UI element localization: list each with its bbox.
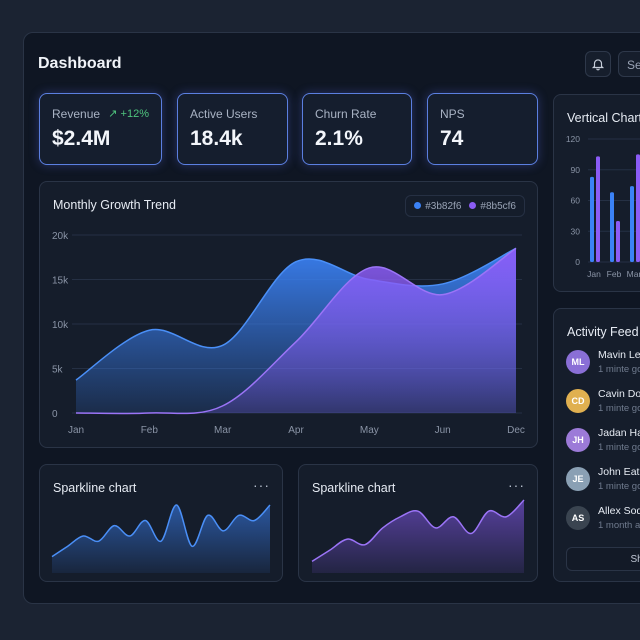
avatar: JH — [566, 428, 590, 452]
avatar: CD — [566, 389, 590, 413]
chart-title: Sparkline chart — [312, 481, 396, 495]
show-more-button[interactable]: Shor — [566, 547, 640, 571]
activity-item[interactable]: AS Allex Sod 1 month a — [566, 505, 640, 531]
kpi-revenue[interactable]: Revenue ↗ +12% $2.4M — [39, 93, 162, 165]
activity-feed-card: Activity Feed ML Mavin Le 1 minte go CD Cavi… — [553, 308, 640, 582]
chart-title: Monthly Growth Trend — [53, 198, 176, 212]
chart-title: Sparkline chart — [53, 481, 137, 495]
activity-time: 1 minte go — [598, 481, 640, 492]
avatar: JE — [566, 467, 590, 491]
activity-item[interactable]: CD Cavin Dor 1 minte go — [566, 388, 640, 414]
activity-feed-title: Activity Feed — [567, 325, 639, 339]
kpi-value: 18.4k — [190, 127, 243, 150]
kpi-value: 74 — [440, 127, 464, 150]
kpi-value: 2.1% — [315, 127, 363, 150]
kpi-label: NPS — [440, 107, 465, 121]
kpi-delta: ↗ +12% — [108, 108, 149, 120]
legend-item-purple: #8b5cf6 — [469, 201, 516, 212]
activity-item[interactable]: JH Jadan Ha 1 minte go — [566, 427, 640, 453]
kpi-nps[interactable]: NPS 74 — [427, 93, 538, 165]
avatar: ML — [566, 350, 590, 374]
activity-time: 1 minte go — [598, 442, 640, 453]
kpi-label: Active Users — [190, 107, 258, 121]
activity-name: Allex Sod — [598, 505, 640, 517]
kpi-label: Revenue — [52, 107, 101, 121]
bell-icon — [591, 59, 605, 71]
activity-time: 1 minte go — [598, 364, 640, 375]
activity-item[interactable]: ML Mavin Le 1 minte go — [566, 349, 640, 375]
vertical-chart-card: Vertical Chart — [553, 94, 640, 292]
activity-time: 1 minte go — [598, 403, 640, 414]
activity-time: 1 month a — [598, 520, 640, 531]
chart-legend: #3b82f6 #8b5cf6 — [405, 195, 525, 217]
more-menu-icon[interactable]: ··· — [253, 477, 270, 493]
kpi-value: $2.4M — [52, 127, 111, 150]
kpi-churn-rate[interactable]: Churn Rate 2.1% — [302, 93, 412, 165]
activity-name: Mavin Le — [598, 349, 640, 361]
legend-item-blue: #3b82f6 — [414, 201, 461, 212]
kpi-label: Churn Rate — [315, 107, 377, 121]
search-input[interactable]: Se — [618, 51, 640, 77]
more-menu-icon[interactable]: ··· — [508, 477, 525, 493]
activity-name: Jadan Ha — [598, 427, 640, 439]
activity-name: Cavin Dor — [598, 388, 640, 400]
sparkline-card-2: Sparkline chart ··· — [298, 464, 538, 582]
kpi-active-users[interactable]: Active Users 18.4k — [177, 93, 288, 165]
avatar: AS — [566, 506, 590, 530]
page-title: Dashboard — [38, 55, 122, 72]
sparkline-card-1: Sparkline chart ··· — [39, 464, 283, 582]
activity-item[interactable]: JE John Eath 1 minte go — [566, 466, 640, 492]
activity-name: John Eath — [598, 466, 640, 478]
chart-title: Vertical Chart — [567, 111, 640, 125]
notifications-button[interactable] — [585, 51, 611, 77]
